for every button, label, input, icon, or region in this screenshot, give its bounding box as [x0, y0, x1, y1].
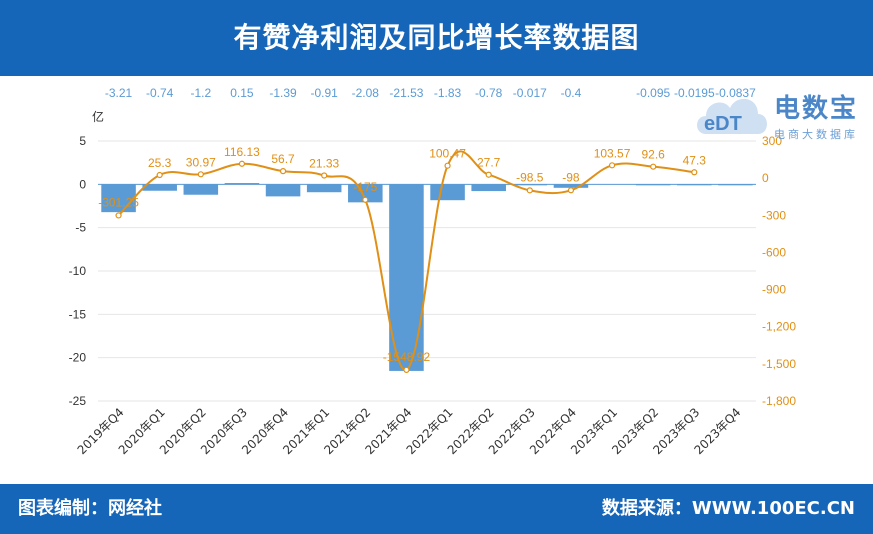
logo: eDT 电数宝 电商大数据库	[692, 84, 867, 154]
line-data-label: -301.25	[98, 195, 139, 209]
bar	[306, 184, 342, 193]
bar	[101, 184, 136, 213]
bar-data-label: -3.21	[105, 86, 133, 100]
bar-data-labels: -3.21 -0.74 -1.2 0.15 -1.39 -0.91 -2.08 -21.53-…	[105, 86, 756, 100]
line-data-label: 30.97	[186, 155, 216, 169]
bar-data-label: 0.15	[230, 86, 254, 100]
line-point	[238, 160, 246, 167]
line-point	[197, 171, 204, 178]
y-left-tick-label: 5	[79, 134, 86, 148]
y-left-unit: 亿	[92, 109, 104, 124]
line-data-label: 27.7	[477, 156, 501, 170]
line-data-label: 116.13	[224, 145, 260, 159]
y-right-tick-label: 0	[762, 171, 769, 185]
page-title: 有赞净利润及同比增长率数据图	[233, 21, 640, 54]
line-point	[526, 187, 533, 194]
line-data-label: -175	[353, 180, 377, 194]
line-data-label: 25.3	[148, 156, 172, 170]
line-data-label: -98	[562, 170, 580, 184]
bar	[224, 183, 260, 185]
bar	[718, 184, 753, 186]
bar	[677, 184, 712, 186]
line-point	[403, 366, 410, 374]
bar-data-label: -0.78	[475, 86, 503, 100]
logo-mark-text: eDT	[704, 113, 742, 135]
bar-data-label: -1.39	[269, 86, 297, 100]
bar	[183, 184, 219, 195]
bar-data-label: -0.095	[636, 86, 670, 100]
y-right-tick-label: -1,500	[762, 357, 796, 371]
footer-credit: 图表编制：网经社	[18, 498, 162, 519]
y-left-tick-label: -10	[69, 264, 87, 278]
header-bar: 有赞净利润及同比增长率数据图	[0, 0, 873, 76]
line-data-labels: -301.25 25.3 30.97 116.13 56.7 21.33 -175 -1548…	[98, 145, 706, 364]
line-point	[156, 171, 163, 179]
line-data-label: 100.47	[429, 147, 466, 161]
cloud-logo-icon: eDT	[697, 98, 767, 135]
logo-brand: 电数宝	[774, 94, 859, 124]
logo-tagline: 电商大数据库	[774, 128, 858, 141]
bar-data-label: -0.91	[311, 86, 339, 100]
bar	[635, 184, 671, 186]
line-data-label: -1548.92	[383, 350, 431, 364]
line-point	[485, 171, 492, 178]
line-point	[567, 187, 575, 194]
bar-data-label: -0.017	[513, 86, 547, 100]
bar-data-label: -0.0195	[674, 86, 715, 100]
y-right-tick-label: 300	[762, 134, 782, 148]
line-data-label: 47.3	[683, 153, 707, 167]
bar	[471, 184, 506, 192]
bar-data-label: -21.53	[389, 86, 423, 100]
bar-data-label: -0.4	[561, 86, 582, 100]
y-right-tick-label: -900	[762, 283, 786, 297]
line-point	[691, 169, 698, 176]
line-series	[115, 150, 698, 374]
line-point	[650, 163, 657, 170]
chart-area: -3.21 -0.74 -1.2 0.15 -1.39 -0.91 -2.08 -21.53-…	[69, 86, 797, 457]
line-data-label: 92.6	[642, 148, 666, 162]
bar	[512, 184, 548, 186]
y-right-tick-label: -1,800	[762, 394, 796, 408]
footer-bar: 图表编制：网经社 数据来源：WWW.100EC.CN	[0, 484, 873, 534]
y-right-tick-label: -300	[762, 208, 786, 222]
bar-data-label: -0.0837	[715, 86, 756, 100]
y-left-tick-label: -15	[69, 307, 87, 321]
line-data-label: 56.7	[271, 152, 295, 166]
footer-source: 数据来源：WWW.100EC.CN	[601, 498, 855, 519]
bar	[553, 184, 589, 188]
line-point	[321, 172, 328, 179]
y-left-tick-label: -20	[69, 351, 87, 365]
line-data-label: 103.57	[594, 146, 631, 160]
bar-data-label: -1.83	[434, 86, 462, 100]
y-left-tick-label: -25	[69, 394, 87, 408]
line-point	[115, 212, 122, 219]
bar	[142, 184, 177, 191]
line-point	[362, 196, 369, 203]
bar-data-label: -0.74	[146, 86, 174, 100]
x-axis: 2019年Q42020年Q12020年Q22020年Q32020年Q42021年…	[75, 405, 744, 457]
line-data-label: -98.5	[516, 170, 544, 184]
y-right-tick-label: -1,200	[762, 320, 796, 334]
bar-data-label: -1.2	[190, 86, 211, 100]
line-point	[608, 162, 616, 169]
bar	[265, 184, 301, 197]
y-left-tick-label: 0	[79, 177, 86, 191]
y-left-tick-label: -5	[75, 221, 86, 235]
bar-data-label: -2.08	[352, 86, 380, 100]
line-point	[444, 162, 451, 169]
y-axis-left: 5 0 -5 -10 -15 -20 -25 亿	[69, 109, 104, 408]
line-point	[279, 168, 287, 175]
bar	[348, 184, 383, 203]
y-right-tick-label: -600	[762, 245, 786, 259]
bar	[430, 184, 465, 201]
line-data-label: 21.33	[309, 157, 339, 171]
